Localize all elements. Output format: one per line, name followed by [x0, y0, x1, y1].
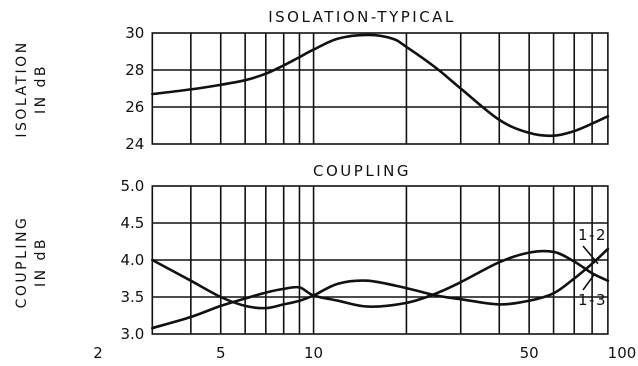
isolation-ytick-label: 24 [125, 135, 144, 153]
coupling-panel: 3.0 3.5 4.0 4.5 5.0 2 5 10 50 100 [93, 177, 636, 362]
isolation-series-line-1 [151, 33, 610, 138]
bottom-ylabel-line-2: IN dB [33, 237, 49, 287]
isolation-ytick-label: 28 [125, 61, 144, 79]
series-label-1-3: 1-3 [578, 291, 607, 309]
coupling-ytick-label: 3.0 [120, 325, 144, 343]
coupling-ytick-label: 5.0 [120, 177, 144, 195]
isolation-ytick-label: 30 [125, 24, 144, 42]
coupling-ytick-label: 4.0 [120, 251, 144, 269]
top-chart-title: ISOLATION-TYPICAL [268, 8, 456, 26]
isolation-ytick-label: 26 [125, 98, 144, 116]
top-ylabel-line-1: ISOLATION [14, 40, 30, 137]
series-label-1-2-leader [582, 245, 599, 265]
coupling-xtick-label: 5 [216, 344, 226, 362]
bottom-ylabel-line-1: COUPLING [14, 216, 30, 309]
isolation-panel: 24 26 28 30 [125, 24, 610, 153]
coupling-xtick-label: 100 [608, 344, 637, 362]
coupling-xtick-label: 50 [520, 344, 539, 362]
coupling-ytick-label: 3.5 [120, 288, 144, 306]
isolation-plot-frame [151, 32, 609, 145]
coupling-series-line-2 [151, 247, 610, 310]
top-ylabel-line-2: IN dB [33, 64, 49, 114]
coupling-ytick-label: 4.5 [120, 214, 144, 232]
series-label-1-2: 1-2 [578, 226, 607, 244]
series-label-1-3-leader [582, 274, 595, 291]
coupling-xtick-label: 2 [93, 344, 103, 362]
coupling-series-line-1 [151, 249, 610, 330]
coupling-xtick-label: 10 [304, 344, 323, 362]
bottom-chart-title: COUPLING [313, 162, 411, 180]
